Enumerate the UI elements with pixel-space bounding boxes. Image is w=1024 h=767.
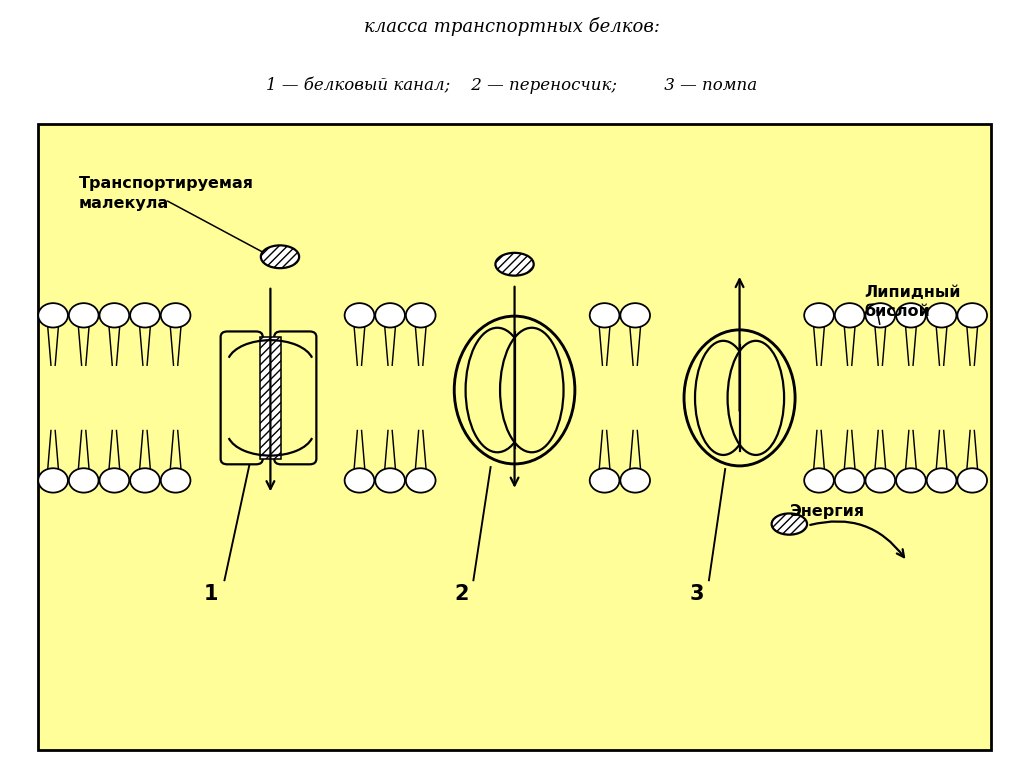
Text: Липидный
бислой: Липидный бислой [864, 285, 961, 319]
Circle shape [590, 468, 620, 492]
Ellipse shape [261, 245, 299, 268]
Circle shape [38, 303, 68, 328]
Circle shape [835, 468, 864, 492]
Text: 2: 2 [455, 584, 469, 604]
Circle shape [99, 468, 129, 492]
Circle shape [130, 468, 160, 492]
Circle shape [375, 303, 404, 328]
Text: 1: 1 [204, 584, 218, 604]
Circle shape [38, 468, 68, 492]
Circle shape [406, 303, 435, 328]
Circle shape [621, 468, 650, 492]
Circle shape [406, 468, 435, 492]
Ellipse shape [466, 328, 529, 453]
Circle shape [896, 468, 926, 492]
Ellipse shape [728, 341, 784, 455]
Circle shape [161, 468, 190, 492]
Circle shape [865, 303, 895, 328]
FancyBboxPatch shape [274, 331, 316, 464]
Circle shape [161, 303, 190, 328]
Circle shape [345, 468, 375, 492]
Circle shape [957, 303, 987, 328]
Circle shape [865, 468, 895, 492]
FancyBboxPatch shape [38, 124, 991, 750]
Circle shape [927, 468, 956, 492]
Ellipse shape [500, 328, 563, 453]
Ellipse shape [496, 253, 534, 275]
Circle shape [99, 303, 129, 328]
Circle shape [375, 468, 404, 492]
Circle shape [927, 303, 956, 328]
Ellipse shape [772, 513, 807, 535]
Circle shape [621, 303, 650, 328]
Circle shape [345, 303, 375, 328]
Circle shape [130, 303, 160, 328]
Circle shape [69, 468, 98, 492]
Bar [260, 337, 281, 459]
Circle shape [957, 468, 987, 492]
Circle shape [69, 303, 98, 328]
Circle shape [590, 303, 620, 328]
Text: 1 — белковый канал;    2 — переносчик;         3 — помпа: 1 — белковый канал; 2 — переносчик; 3 — … [266, 77, 758, 94]
Text: 3: 3 [689, 584, 703, 604]
Circle shape [804, 303, 834, 328]
Ellipse shape [695, 341, 752, 455]
Text: Транспортируемая
малекула: Транспортируемая малекула [79, 176, 254, 211]
Text: класса транспортных белков:: класса транспортных белков: [364, 17, 660, 35]
Circle shape [835, 303, 864, 328]
Circle shape [896, 303, 926, 328]
Text: Энергия: Энергия [791, 505, 865, 519]
Circle shape [804, 468, 834, 492]
FancyBboxPatch shape [220, 331, 263, 464]
